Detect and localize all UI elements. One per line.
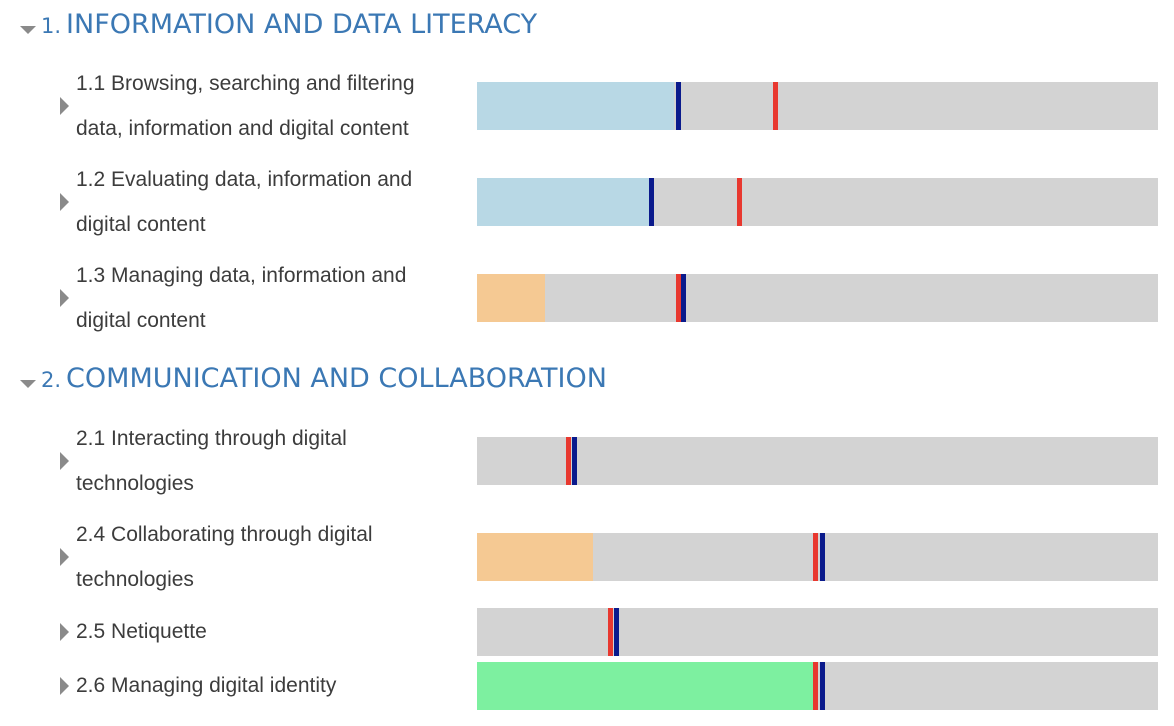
red-marker (675, 274, 681, 322)
caret-right-icon[interactable] (60, 548, 69, 566)
caret-down-icon (20, 26, 36, 34)
section-title-text: COMMUNICATION AND COLLABORATION (66, 362, 607, 394)
blue-marker (613, 608, 619, 656)
caret-right-icon[interactable] (60, 677, 69, 695)
competence-label[interactable]: 2.4 Collaborating through digital techno… (76, 523, 373, 591)
blue-marker (819, 662, 825, 710)
progress-fill (477, 662, 814, 710)
competence-row-2-6: 2.6 Managing digital identity (0, 661, 1174, 711)
progress-bar (477, 82, 1158, 130)
competence-row-1-3: 1.3 Managing data, information and digit… (0, 252, 1174, 344)
competence-label[interactable]: 2.1 Interacting through digital technolo… (76, 427, 347, 495)
red-marker (607, 608, 613, 656)
progress-bar (477, 533, 1158, 581)
competence-label[interactable]: 1.2 Evaluating data, information and dig… (76, 168, 413, 236)
caret-right-icon[interactable] (60, 97, 69, 115)
red-marker (772, 82, 778, 130)
section-title-text: INFORMATION AND DATA LITERACY (66, 8, 538, 40)
section-title: 2. COMMUNICATION AND COLLABORATION (41, 363, 607, 394)
competence-row-2-1: 2.1 Interacting through digital technolo… (0, 415, 1174, 507)
progress-bar (477, 274, 1158, 322)
caret-right-icon[interactable] (60, 452, 69, 470)
competence-label[interactable]: 1.1 Browsing, searching and filtering da… (76, 72, 415, 140)
competence-row-1-2: 1.2 Evaluating data, information and dig… (0, 156, 1174, 248)
section-number: 2. (41, 367, 62, 392)
blue-marker (819, 533, 825, 581)
section-header-communication-and-collaboration[interactable]: 2. COMMUNICATION AND COLLABORATION (20, 360, 607, 396)
section-title: 1. INFORMATION AND DATA LITERACY (41, 9, 537, 40)
blue-marker (572, 437, 578, 485)
caret-right-icon[interactable] (60, 193, 69, 211)
red-marker (813, 533, 819, 581)
competence-row-2-5: 2.5 Netiquette (0, 607, 1174, 657)
competence-label[interactable]: 2.5 Netiquette (76, 620, 207, 643)
red-marker (813, 662, 819, 710)
progress-fill (477, 82, 675, 130)
blue-marker (675, 82, 681, 130)
progress-bar (477, 662, 1158, 710)
red-marker (737, 178, 743, 226)
progress-bar (477, 178, 1158, 226)
blue-marker (649, 178, 655, 226)
competence-label[interactable]: 2.6 Managing digital identity (76, 674, 337, 697)
progress-bar (477, 437, 1158, 485)
section-number: 1. (41, 13, 62, 38)
caret-down-icon (20, 380, 36, 388)
red-marker (566, 437, 572, 485)
caret-right-icon[interactable] (60, 623, 69, 641)
competence-row-1-1: 1.1 Browsing, searching and filtering da… (0, 60, 1174, 152)
progress-fill (477, 274, 546, 322)
caret-right-icon[interactable] (60, 289, 69, 307)
competence-label[interactable]: 1.3 Managing data, information and digit… (76, 264, 407, 332)
competence-row-2-4: 2.4 Collaborating through digital techno… (0, 511, 1174, 603)
section-header-information-and-data-literacy[interactable]: 1. INFORMATION AND DATA LITERACY (20, 6, 537, 42)
progress-fill (477, 178, 650, 226)
progress-bar (477, 608, 1158, 656)
progress-fill (477, 533, 593, 581)
blue-marker (681, 274, 687, 322)
